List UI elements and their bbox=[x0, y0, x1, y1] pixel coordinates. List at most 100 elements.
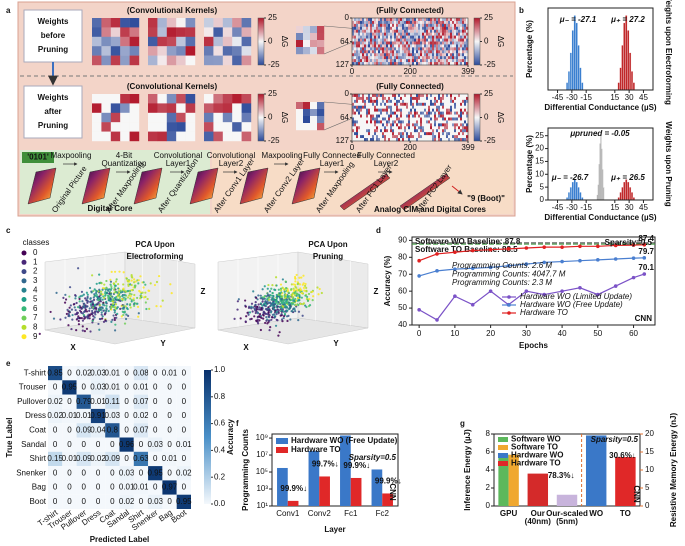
scatter-point bbox=[109, 278, 112, 281]
heatmap-cell bbox=[148, 394, 163, 409]
scatter-point bbox=[259, 314, 263, 318]
scatter-point bbox=[159, 305, 162, 308]
weight-cell bbox=[466, 35, 469, 39]
weight-cell bbox=[412, 108, 415, 112]
scatter-point bbox=[287, 301, 290, 304]
weight-cell bbox=[444, 20, 447, 25]
scatter-point bbox=[284, 280, 287, 283]
weight-cell bbox=[366, 138, 369, 142]
scatter-point bbox=[133, 278, 136, 281]
scatter-point bbox=[277, 288, 280, 291]
scatter-point bbox=[295, 294, 298, 297]
weight-cell bbox=[368, 47, 371, 51]
weight-cell bbox=[458, 132, 461, 136]
scatter-point bbox=[101, 293, 104, 296]
weight-cell bbox=[436, 138, 439, 142]
colorbar bbox=[473, 93, 481, 142]
scatter-point bbox=[68, 306, 71, 309]
layer-image bbox=[339, 173, 391, 211]
weight-cell bbox=[442, 59, 445, 63]
weight-cell bbox=[460, 123, 463, 127]
scatter-point bbox=[259, 297, 262, 300]
scatter-point bbox=[126, 280, 129, 283]
scatter-point bbox=[271, 291, 274, 295]
weight-cell bbox=[424, 111, 427, 115]
weight-cell bbox=[406, 135, 409, 139]
weight-cell bbox=[400, 96, 403, 101]
weight-cell bbox=[370, 102, 373, 106]
colorbar-tick-label: 0 bbox=[484, 37, 489, 46]
y2-tick-label: 15 bbox=[645, 447, 654, 456]
weight-cell bbox=[422, 102, 425, 106]
scatter-point bbox=[73, 306, 76, 309]
side-label: CNN bbox=[388, 483, 397, 501]
weight-cell bbox=[454, 111, 457, 115]
weight-cell bbox=[358, 108, 361, 112]
scatter-point bbox=[283, 312, 287, 315]
weight-cell bbox=[420, 96, 423, 101]
weight-cell bbox=[402, 135, 405, 139]
weight-cell bbox=[362, 23, 365, 28]
weight-cell bbox=[386, 53, 389, 57]
scatter-point bbox=[304, 294, 307, 297]
heatmap-cell bbox=[133, 466, 149, 481]
x-tick-label: TO bbox=[620, 509, 631, 518]
scatter-point bbox=[114, 291, 117, 294]
weight-cell bbox=[420, 18, 423, 22]
weight-cell bbox=[458, 114, 461, 118]
weight-cell bbox=[416, 50, 419, 54]
weight-cell bbox=[390, 56, 393, 60]
scatter-point bbox=[298, 299, 301, 302]
weight-cell bbox=[368, 38, 371, 42]
weight-cell bbox=[436, 38, 439, 42]
weight-cell bbox=[376, 108, 379, 112]
heatmap-cell bbox=[62, 394, 77, 409]
heatmap-cell bbox=[105, 480, 120, 495]
heatmap-cell bbox=[133, 380, 149, 395]
axis-label: Y bbox=[160, 339, 166, 348]
weight-cell bbox=[428, 135, 431, 139]
weight-cell bbox=[354, 96, 357, 101]
weight-cell bbox=[394, 108, 397, 112]
weight-cell bbox=[464, 32, 467, 36]
scatter-point bbox=[127, 284, 130, 287]
y-tick-label: 20 bbox=[535, 144, 544, 153]
weight-cell bbox=[422, 32, 425, 36]
weight-cell bbox=[438, 135, 441, 139]
weight-cell bbox=[92, 103, 102, 113]
series-marker bbox=[417, 274, 421, 278]
weight-cell bbox=[392, 18, 395, 22]
scatter-point bbox=[295, 273, 298, 277]
weight-cell bbox=[157, 131, 167, 142]
series-marker bbox=[560, 259, 564, 264]
bar bbox=[371, 469, 383, 506]
weight-cell bbox=[418, 56, 421, 60]
weight-cell bbox=[390, 96, 393, 101]
weight-cell bbox=[452, 38, 455, 42]
scatter-point bbox=[125, 277, 128, 280]
scatter-point bbox=[132, 303, 136, 306]
weight-cell bbox=[388, 38, 391, 42]
weight-cell bbox=[458, 38, 461, 42]
x-tick-label: Fc2 bbox=[376, 509, 390, 518]
scatter-point bbox=[295, 305, 298, 308]
weight-cell bbox=[360, 41, 363, 45]
weight-cell bbox=[358, 38, 361, 42]
weight-cell bbox=[378, 18, 381, 22]
weight-cell bbox=[424, 18, 427, 22]
weight-cell bbox=[362, 44, 365, 48]
weight-cell bbox=[386, 114, 389, 118]
weight-cell bbox=[382, 129, 385, 133]
weight-cell bbox=[442, 94, 445, 98]
histogram-bar bbox=[569, 52, 573, 91]
weight-cell bbox=[464, 105, 467, 109]
weight-cell bbox=[434, 62, 437, 66]
weight-cell bbox=[356, 123, 359, 127]
scatter-point bbox=[90, 304, 93, 307]
weight-cell bbox=[398, 96, 401, 101]
weight-cell bbox=[358, 23, 361, 28]
weight-cell bbox=[380, 32, 383, 36]
weight-cell bbox=[354, 123, 357, 127]
weight-cell bbox=[436, 117, 439, 121]
weight-cell bbox=[382, 29, 385, 33]
